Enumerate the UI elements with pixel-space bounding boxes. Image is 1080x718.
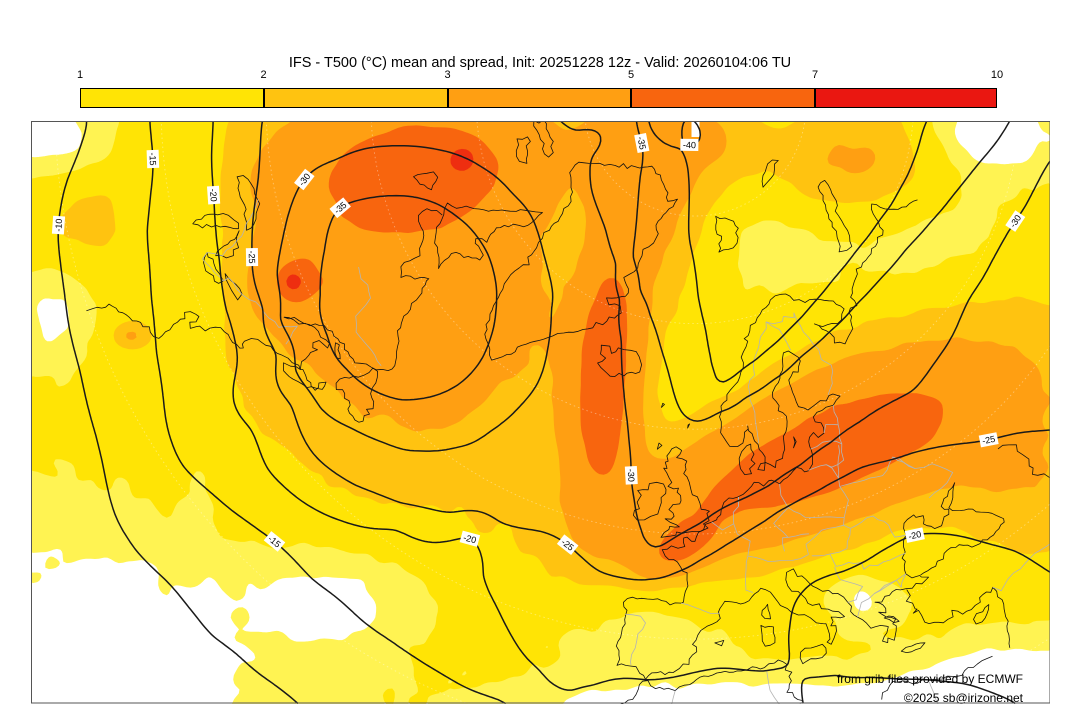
svg-text:-40: -40 xyxy=(682,140,695,150)
svg-text:-20: -20 xyxy=(462,532,477,545)
svg-text:-20: -20 xyxy=(207,188,218,202)
svg-text:-30: -30 xyxy=(625,469,636,483)
svg-text:-25: -25 xyxy=(981,434,996,446)
svg-text:©2025 sb@irizone.net: ©2025 sb@irizone.net xyxy=(903,691,1023,704)
svg-text:-20: -20 xyxy=(907,529,922,541)
svg-text:-15: -15 xyxy=(147,152,157,165)
svg-text:-10: -10 xyxy=(53,218,64,232)
svg-text:-35: -35 xyxy=(635,136,647,151)
svg-text:from grib files provided by EC: from grib files provided by ECMWF xyxy=(836,672,1022,686)
svg-text:-25: -25 xyxy=(246,251,256,264)
